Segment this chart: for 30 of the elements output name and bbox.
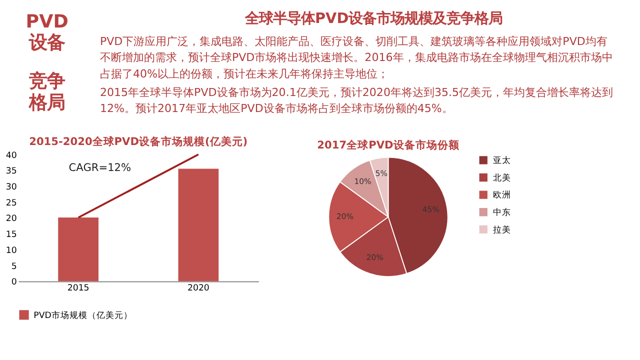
data-label: 10%	[354, 176, 372, 186]
data-label: 20%	[366, 252, 384, 262]
y-tick-label: 25	[6, 198, 17, 208]
y-tick-label: 0	[11, 278, 17, 288]
text: 竞争格局	[28, 71, 66, 114]
chart-title: 2015-2020全球PVD设备市场规模(亿美元)	[29, 134, 248, 148]
legend-label: 欧洲	[492, 190, 511, 201]
y-tick-label: 30	[6, 182, 17, 193]
legend-label: 中东	[492, 206, 511, 218]
y-tick-label: 5	[11, 262, 17, 272]
legend-label: 北美	[492, 172, 511, 184]
chart-title: 2017全球PVD设备市场份额	[317, 138, 460, 152]
x-tick-label: 2015	[67, 283, 90, 294]
text: 全球半导体PVD设备市场规模及竞争格局	[244, 10, 503, 27]
text: PVD下游应用广泛，集成电路、太阳能产品、医疗设备、切削工具、建筑玻璃等各种应用领域对PVD均有不断增加的需求，预计全球PVD市场将出现快速增长。2016年，集成电路市场在全球物理气相沉积市场中占据了40%以上的份额，预计在未来几年将保持主导地位；	[100, 34, 613, 81]
legend-label: PVD市场规模（亿美元）	[34, 310, 132, 321]
y-tick-label: 10	[6, 246, 17, 256]
y-tick-label: 35	[6, 166, 17, 177]
y-tick-label: 40	[6, 150, 17, 161]
text: 2015年全球半导体PVD设备市场为20.1亿美元，预计2020年将达到35.5亿美元，年均复合增长率将达到12%。预计2017年亚太地区PVD设备市场将占到全球市场份额的45%。	[100, 86, 614, 116]
y-tick-label: 15	[6, 230, 17, 240]
legend-label: 亚太	[492, 155, 511, 166]
text: PVD设备	[26, 12, 68, 54]
x-tick-label: 2020	[187, 283, 210, 294]
data-label: 20%	[336, 212, 354, 221]
annotation: CAGR=12%	[68, 162, 132, 174]
y-tick-label: 20	[6, 214, 17, 224]
data-label: 45%	[422, 205, 440, 214]
data-label: 5%	[375, 169, 388, 178]
legend-label: 拉美	[492, 224, 511, 236]
